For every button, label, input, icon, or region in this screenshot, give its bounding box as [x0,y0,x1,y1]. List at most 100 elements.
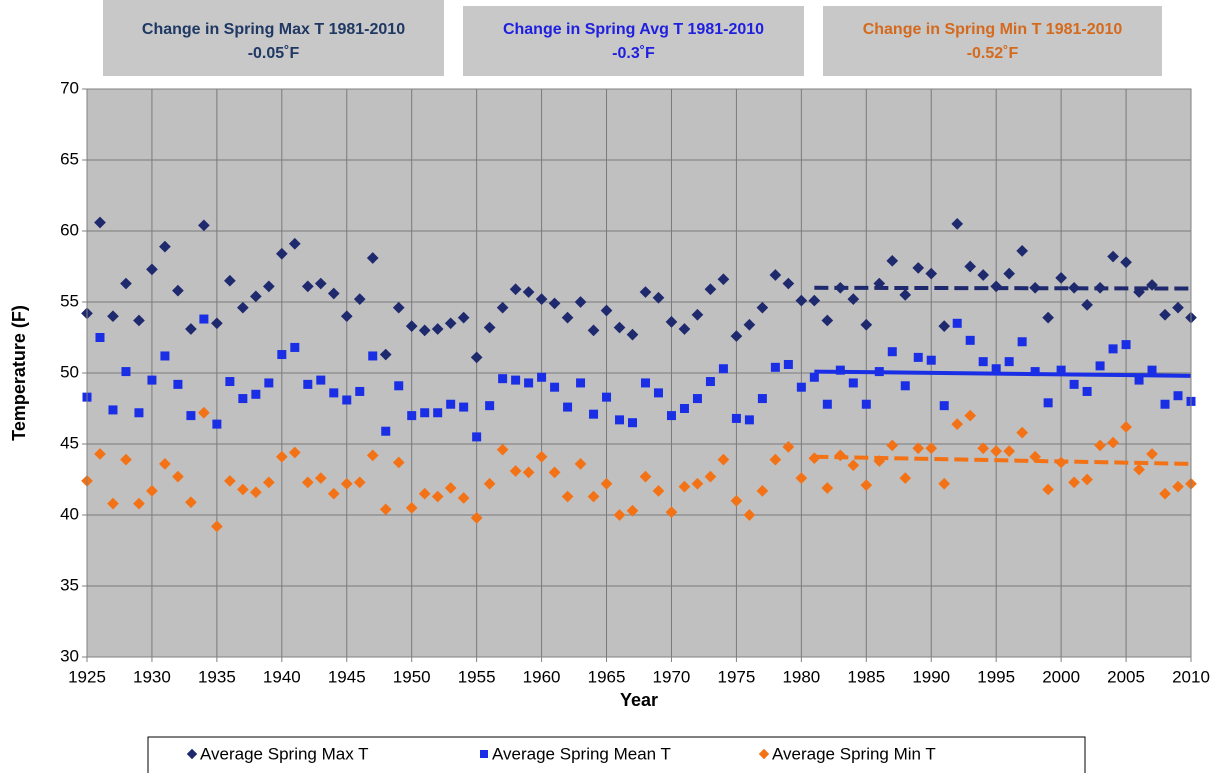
y-tick-label: 65 [60,149,79,168]
diamond-marker [483,321,496,334]
diamond-marker [964,260,977,273]
x-tick-label: 1965 [588,667,626,686]
diamond-marker [951,418,964,430]
diamond-marker [548,466,561,479]
square-marker [329,388,339,398]
diamond-marker [847,459,860,472]
x-tick-label: 1985 [847,667,885,686]
square-marker [355,386,365,396]
diamond-marker [431,490,444,503]
x-tick-label: 1995 [977,667,1015,686]
diamond-marker [860,479,873,492]
square-marker [480,750,488,758]
diamond-marker [990,445,1003,457]
square-marker [134,408,144,418]
trend-line [814,369,1192,378]
diamond-marker [185,496,197,509]
diamond-marker [340,310,353,323]
square-marker [420,408,430,418]
square-marker [537,372,547,382]
square-marker [121,367,131,377]
square-marker [225,377,235,387]
square-marker [861,399,871,409]
diamond-marker [185,323,197,335]
annotation-text: Change in Spring Avg T 1981-2010 [503,21,764,38]
annotation-value: -0.05˚F [248,45,300,62]
square-marker [1017,337,1027,347]
diamond-marker [873,277,886,290]
diamond-marker [1042,483,1054,496]
diamond-marker [120,453,132,466]
diamond-marker [769,453,782,466]
square-marker [394,381,404,391]
diamond-marker [314,277,327,290]
diamond-marker [327,487,340,500]
diamond-marker [237,301,249,314]
square-marker [576,378,586,388]
square-marker [511,375,521,385]
annotation-text: Change in Spring Min T 1981-2010 [863,21,1123,38]
diamond-marker [198,219,210,232]
diamond-marker [1146,448,1158,460]
diamond-marker [159,458,171,470]
square-marker [666,411,676,421]
diamond-marker [899,472,912,484]
square-marker [653,388,663,398]
square-marker [563,402,573,412]
x-tick-label: 1940 [263,667,301,686]
x-tick-label: 2005 [1107,667,1145,686]
diamond-marker [535,450,548,463]
diamond-marker [262,476,275,489]
diamond-marker [613,509,626,521]
diamond-marker [795,472,808,484]
square-marker [615,415,625,425]
square-marker [965,335,975,345]
diamond-marker [1055,272,1067,284]
diamond-marker [314,472,327,484]
diamond-marker [756,301,769,314]
diamond-marker [262,280,275,293]
diamond-marker [405,320,418,332]
square-marker [303,379,313,389]
y-tick-label: 70 [60,78,79,97]
square-marker [1095,361,1105,371]
annotation-box [103,0,444,76]
x-tick-label: 1945 [328,667,366,686]
square-marker [718,364,728,374]
diamond-marker [392,456,405,469]
diamond-marker [172,470,184,483]
diamond-marker [509,465,522,477]
diamond-marker [133,314,145,327]
diamond-marker [470,511,483,524]
diamond-marker [405,502,418,514]
diamond-marker [730,494,743,507]
diamond-marker [600,304,613,317]
diamond-marker [379,503,392,516]
x-axis-title: Year [620,690,658,710]
diamond-marker [886,254,899,267]
diamond-marker [237,483,249,496]
diamond-marker [925,442,938,455]
diamond-marker [743,318,756,331]
diamond-marker [211,317,223,330]
x-tick-label: 2000 [1042,667,1080,686]
diamond-marker [639,286,652,298]
diamond-marker [470,351,483,364]
diamond-marker [613,321,626,334]
diamond-marker [146,485,158,497]
square-marker [900,381,910,391]
diamond-marker [107,497,119,510]
diamond-marker [353,293,366,306]
diamond-marker [1094,439,1106,452]
diamond-marker [821,314,834,327]
diamond-marker [457,492,470,504]
diamond-marker [886,439,899,452]
diamond-marker [1172,301,1184,314]
square-marker [1082,386,1092,396]
x-tick-label: 2010 [1172,667,1210,686]
diamond-marker [431,323,444,335]
diamond-marker [665,506,678,519]
x-tick-label: 1990 [912,667,950,686]
diamond-marker [938,320,951,332]
diamond-marker [758,748,770,760]
